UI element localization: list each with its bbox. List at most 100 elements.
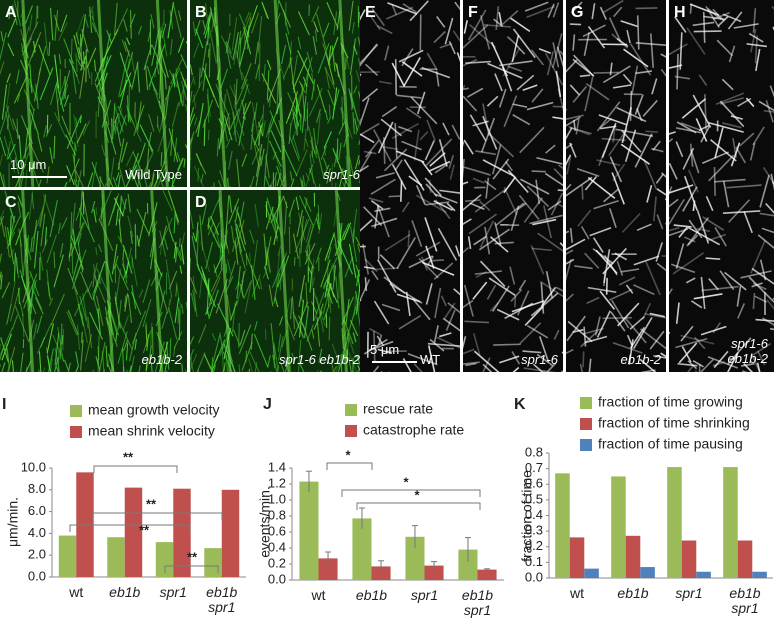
filament <box>407 230 410 248</box>
filament <box>642 158 657 190</box>
filament <box>510 288 523 302</box>
filament <box>127 294 133 324</box>
filament <box>298 212 306 241</box>
bar <box>204 548 222 577</box>
filament <box>700 325 727 336</box>
filament <box>592 237 604 253</box>
filament <box>137 159 141 178</box>
filament <box>15 371 17 372</box>
y-tick-label: 1.2 <box>268 475 286 490</box>
filament <box>167 2 174 39</box>
filament <box>396 293 421 303</box>
image-panel <box>669 0 774 372</box>
filament <box>72 228 76 246</box>
filament <box>424 217 438 252</box>
filament <box>78 207 95 243</box>
filament <box>259 278 263 290</box>
filament <box>377 348 393 354</box>
filament <box>312 277 316 286</box>
filament <box>71 261 83 290</box>
filament <box>727 337 752 365</box>
filament <box>517 290 530 316</box>
filament <box>0 328 13 355</box>
filament <box>228 260 236 283</box>
filament <box>502 47 521 77</box>
filament <box>203 119 206 147</box>
filament <box>115 264 129 291</box>
filament <box>308 87 323 117</box>
filament <box>255 156 262 187</box>
filament <box>572 328 584 334</box>
filament <box>224 221 228 249</box>
filament <box>669 162 678 180</box>
filament <box>484 226 491 255</box>
filament <box>574 265 593 270</box>
filament <box>235 129 245 151</box>
filament <box>488 132 515 158</box>
panel-caption: spr1-6 <box>323 167 360 182</box>
filament <box>127 193 131 213</box>
filament <box>291 352 295 362</box>
filament <box>338 142 342 160</box>
filament <box>246 371 248 372</box>
filament <box>59 323 63 360</box>
filament <box>38 44 51 75</box>
filament <box>427 345 436 372</box>
cell-wall <box>155 0 169 187</box>
filament <box>566 348 574 355</box>
panel-letter: D <box>195 194 207 211</box>
y-axis-label: fraction of time <box>519 470 535 562</box>
x-tick-label: wt <box>570 585 584 601</box>
filament <box>115 172 120 181</box>
filament <box>252 240 258 272</box>
filament <box>243 26 252 55</box>
filament <box>327 273 331 307</box>
bar <box>107 537 125 577</box>
filament <box>70 212 73 249</box>
filament <box>146 148 150 177</box>
filament <box>705 196 714 212</box>
filament <box>311 79 316 101</box>
filament <box>8 8 11 20</box>
filament <box>225 41 232 54</box>
filament <box>463 24 489 50</box>
filament <box>190 64 193 76</box>
filament <box>109 157 115 185</box>
filament <box>115 332 118 342</box>
filament <box>530 292 559 317</box>
filament <box>364 258 378 273</box>
filament <box>515 44 526 55</box>
filament <box>293 257 296 266</box>
filament <box>75 203 83 221</box>
filament <box>241 153 248 167</box>
filament <box>345 328 355 354</box>
filament <box>310 139 318 159</box>
filament <box>254 203 259 227</box>
filament <box>220 35 233 59</box>
filament <box>44 226 48 246</box>
filament <box>244 280 253 314</box>
filament <box>544 52 563 86</box>
filament <box>98 176 105 187</box>
filament <box>184 104 187 113</box>
legend-label: rescue rate <box>363 401 433 417</box>
filament <box>11 118 20 139</box>
filament <box>675 338 708 349</box>
filament <box>0 210 5 222</box>
legend-label: fraction of time growing <box>598 394 743 410</box>
filament <box>677 362 698 367</box>
filament <box>134 339 137 350</box>
filament <box>495 202 525 227</box>
filament <box>94 82 102 101</box>
significance-bracket <box>93 465 178 473</box>
filament <box>479 200 491 212</box>
filament <box>57 326 64 362</box>
filament <box>762 317 774 326</box>
filament <box>599 290 616 310</box>
filament <box>92 10 94 20</box>
filament <box>17 93 21 102</box>
significance-bracket <box>326 462 373 470</box>
bar <box>752 571 767 578</box>
filament <box>308 164 314 174</box>
filament <box>757 234 774 249</box>
